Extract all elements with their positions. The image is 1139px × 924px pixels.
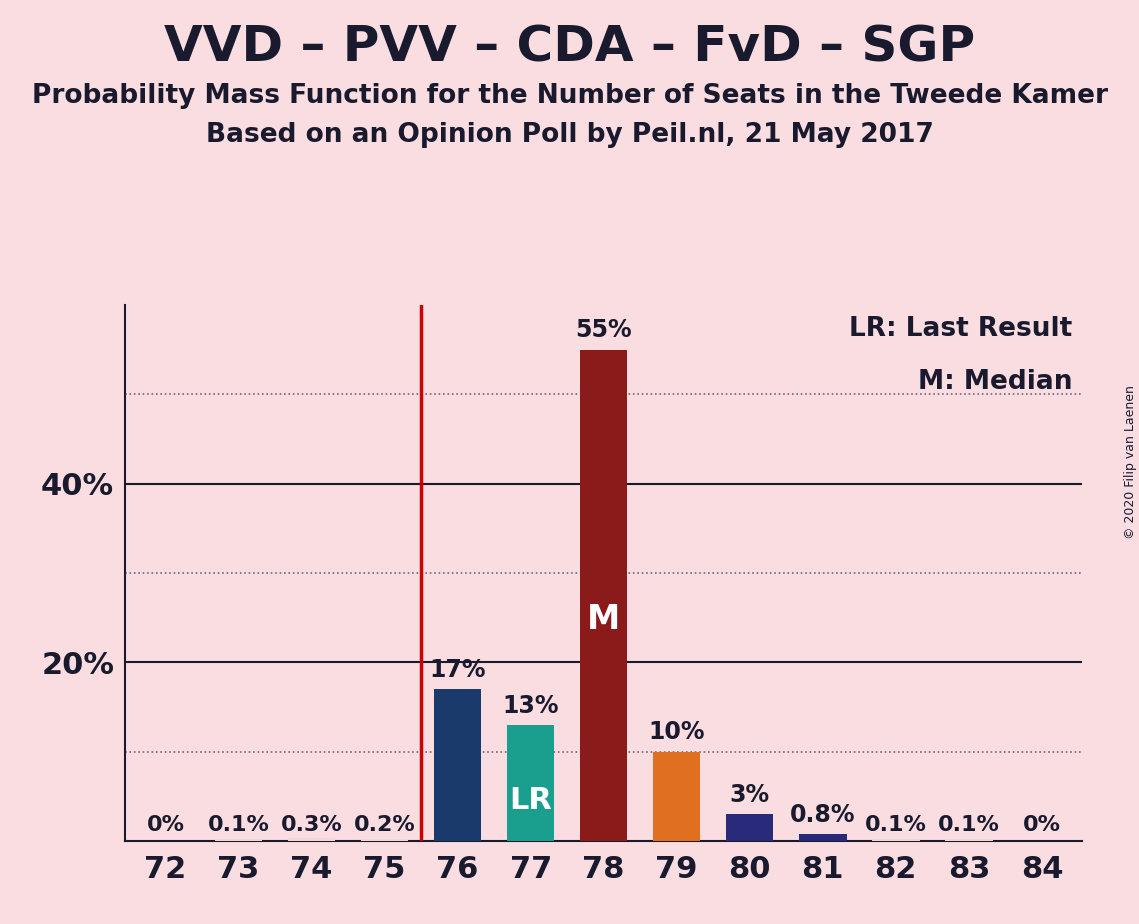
Text: M: Median: M: Median bbox=[918, 370, 1073, 395]
Text: M: M bbox=[587, 603, 621, 637]
Bar bbox=[507, 724, 555, 841]
Text: 13%: 13% bbox=[502, 694, 559, 718]
Text: © 2020 Filip van Laenen: © 2020 Filip van Laenen bbox=[1124, 385, 1137, 539]
Text: 55%: 55% bbox=[575, 319, 632, 343]
Bar bbox=[726, 814, 773, 841]
Text: 0.3%: 0.3% bbox=[280, 816, 343, 835]
Bar bbox=[580, 349, 628, 841]
Text: 0.1%: 0.1% bbox=[207, 816, 270, 835]
Text: 0%: 0% bbox=[147, 816, 185, 835]
Text: 0.1%: 0.1% bbox=[865, 816, 927, 835]
Text: LR: Last Result: LR: Last Result bbox=[850, 316, 1073, 342]
Text: 3%: 3% bbox=[730, 783, 770, 807]
Text: 17%: 17% bbox=[429, 658, 486, 682]
Text: 0.8%: 0.8% bbox=[790, 803, 855, 827]
Bar bbox=[800, 833, 846, 841]
Text: Based on an Opinion Poll by Peil.nl, 21 May 2017: Based on an Opinion Poll by Peil.nl, 21 … bbox=[205, 122, 934, 148]
Text: 10%: 10% bbox=[648, 721, 705, 745]
Bar bbox=[361, 839, 408, 841]
Text: VVD – PVV – CDA – FvD – SGP: VVD – PVV – CDA – FvD – SGP bbox=[164, 23, 975, 71]
Text: 0.2%: 0.2% bbox=[354, 816, 416, 835]
Bar bbox=[434, 689, 482, 841]
Bar bbox=[288, 838, 335, 841]
Text: 0%: 0% bbox=[1023, 816, 1060, 835]
Bar bbox=[653, 751, 700, 841]
Text: Probability Mass Function for the Number of Seats in the Tweede Kamer: Probability Mass Function for the Number… bbox=[32, 83, 1107, 109]
Text: LR: LR bbox=[509, 785, 552, 815]
Text: 0.1%: 0.1% bbox=[937, 816, 1000, 835]
